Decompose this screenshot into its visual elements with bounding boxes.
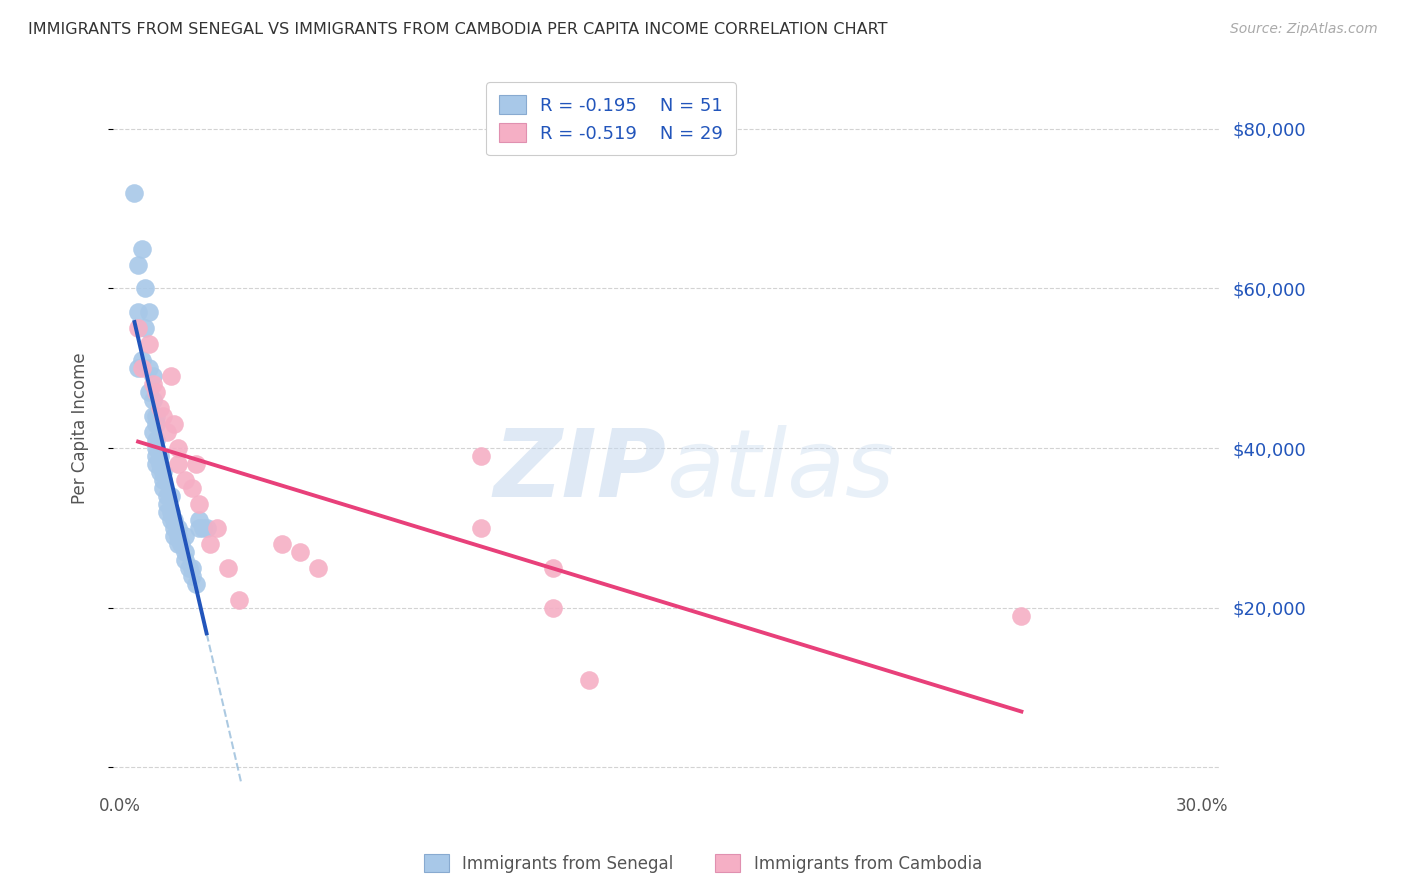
Legend: R = -0.195    N = 51, R = -0.519    N = 29: R = -0.195 N = 51, R = -0.519 N = 29	[486, 82, 735, 155]
Point	[131, 242, 153, 256]
Point	[127, 321, 149, 335]
Point	[138, 361, 160, 376]
Point	[141, 393, 163, 408]
Point	[149, 449, 172, 463]
Point	[156, 505, 179, 519]
Point	[188, 497, 211, 511]
Point	[141, 409, 163, 424]
Point	[163, 521, 186, 535]
Point	[145, 449, 167, 463]
Point	[163, 529, 186, 543]
Point	[195, 521, 218, 535]
Point	[207, 521, 229, 535]
Point	[228, 592, 250, 607]
Point	[159, 505, 181, 519]
Point	[1010, 608, 1032, 623]
Point	[145, 385, 167, 400]
Y-axis label: Per Capita Income: Per Capita Income	[72, 352, 89, 504]
Point	[138, 337, 160, 351]
Point	[181, 569, 204, 583]
Point	[217, 561, 239, 575]
Point	[177, 561, 200, 575]
Point	[141, 425, 163, 439]
Point	[181, 481, 204, 495]
Point	[166, 521, 188, 535]
Point	[470, 449, 492, 463]
Point	[152, 473, 174, 487]
Point	[145, 409, 167, 424]
Point	[152, 409, 174, 424]
Point	[166, 457, 188, 471]
Point	[149, 465, 172, 479]
Point	[166, 441, 188, 455]
Point	[578, 673, 600, 687]
Text: ZIP: ZIP	[494, 425, 666, 516]
Point	[163, 417, 186, 432]
Point	[470, 521, 492, 535]
Point	[149, 457, 172, 471]
Point	[166, 529, 188, 543]
Point	[124, 186, 146, 200]
Point	[159, 513, 181, 527]
Point	[131, 353, 153, 368]
Point	[188, 513, 211, 527]
Point	[127, 305, 149, 319]
Point	[166, 537, 188, 551]
Point	[156, 489, 179, 503]
Text: Source: ZipAtlas.com: Source: ZipAtlas.com	[1230, 22, 1378, 37]
Point	[141, 369, 163, 384]
Point	[145, 441, 167, 455]
Point	[156, 425, 179, 439]
Point	[174, 553, 197, 567]
Legend: Immigrants from Senegal, Immigrants from Cambodia: Immigrants from Senegal, Immigrants from…	[418, 847, 988, 880]
Point	[131, 361, 153, 376]
Point	[127, 361, 149, 376]
Point	[156, 497, 179, 511]
Point	[307, 561, 329, 575]
Point	[174, 545, 197, 559]
Point	[184, 457, 207, 471]
Point	[191, 521, 214, 535]
Point	[174, 473, 197, 487]
Text: atlas: atlas	[666, 425, 894, 516]
Point	[290, 545, 312, 559]
Point	[159, 369, 181, 384]
Point	[149, 401, 172, 416]
Point	[174, 529, 197, 543]
Point	[170, 537, 193, 551]
Point	[271, 537, 294, 551]
Point	[152, 465, 174, 479]
Point	[141, 377, 163, 392]
Point	[159, 489, 181, 503]
Point	[163, 513, 186, 527]
Point	[127, 258, 149, 272]
Point	[138, 385, 160, 400]
Point	[188, 521, 211, 535]
Point	[145, 433, 167, 447]
Point	[145, 417, 167, 432]
Point	[134, 321, 156, 335]
Point	[541, 600, 564, 615]
Point	[138, 305, 160, 319]
Point	[541, 561, 564, 575]
Point	[152, 481, 174, 495]
Point	[134, 281, 156, 295]
Point	[198, 537, 221, 551]
Point	[184, 577, 207, 591]
Text: IMMIGRANTS FROM SENEGAL VS IMMIGRANTS FROM CAMBODIA PER CAPITA INCOME CORRELATIO: IMMIGRANTS FROM SENEGAL VS IMMIGRANTS FR…	[28, 22, 887, 37]
Point	[181, 561, 204, 575]
Point	[145, 457, 167, 471]
